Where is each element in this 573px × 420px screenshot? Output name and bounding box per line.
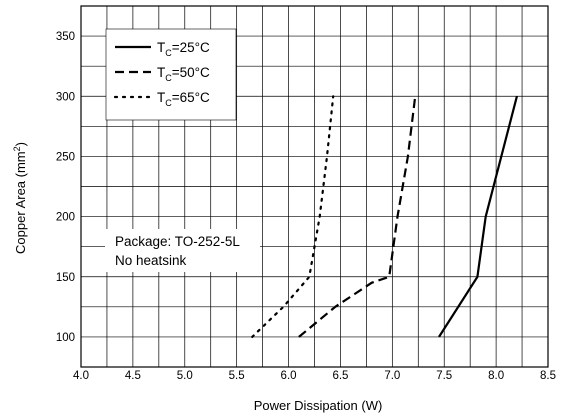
y-tick-label: 100 xyxy=(56,332,75,344)
x-tick-labels: 4.0 4.5 5.0 5.5 6.0 6.5 7.0 7.5 8.0 8.5 xyxy=(73,370,556,382)
package-note-box xyxy=(105,229,260,272)
x-tick-label: 6.5 xyxy=(332,370,348,382)
package-note-line-2: No heatsink xyxy=(115,253,187,268)
x-tick-label: 8.5 xyxy=(540,370,556,382)
y-tick-label: 150 xyxy=(56,272,75,284)
package-note: Package: TO-252-5L No heatsink xyxy=(105,229,260,272)
series-line-2 xyxy=(298,96,417,338)
package-note-line-1: Package: TO-252-5L xyxy=(115,234,240,249)
y-axis-title-end: ) xyxy=(13,142,28,146)
y-axis-title-main: Copper Area (mm xyxy=(13,151,28,254)
y-tick-label: 250 xyxy=(56,151,75,163)
x-tick-label: 8.0 xyxy=(488,370,504,382)
x-tick-label: 4.0 xyxy=(73,370,89,382)
legend-label: TC=50°C xyxy=(157,65,210,83)
y-tick-label: 300 xyxy=(56,91,75,103)
legend-label: TC=65°C xyxy=(157,90,210,108)
legend-box xyxy=(105,28,237,121)
series-layer xyxy=(251,95,518,338)
y-tick-label: 200 xyxy=(56,212,75,224)
x-tick-label: 5.5 xyxy=(229,370,245,382)
legend-label: TC=25°C xyxy=(157,40,210,58)
x-tick-label: 7.0 xyxy=(384,370,400,382)
legend: TC=25°C TC=50°C TC=65°C xyxy=(105,28,237,121)
x-tick-label: 6.0 xyxy=(281,370,297,382)
x-tick-label: 7.5 xyxy=(436,370,452,382)
y-axis-title-sup: 2 xyxy=(12,146,22,151)
series-line-3 xyxy=(251,95,335,338)
series-line-1 xyxy=(438,96,518,338)
y-tick-labels: 100 150 200 250 300 350 xyxy=(56,31,75,344)
x-tick-label: 5.0 xyxy=(177,370,193,382)
y-axis-title: Copper Area (mm2) xyxy=(12,142,28,254)
plot-frame xyxy=(80,5,549,368)
y-tick-label: 350 xyxy=(56,31,75,43)
x-tick-label: 4.5 xyxy=(125,370,141,382)
x-axis-title: Power Dissipation (W) xyxy=(254,398,383,413)
